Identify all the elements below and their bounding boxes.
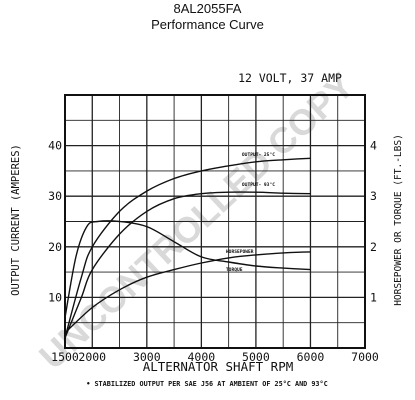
y-right-tick-label: 1: [370, 290, 377, 304]
series-label-qualifier: 93°C: [264, 182, 275, 188]
y-left-axis-label: OUTPUT CURRENT (AMPERES): [10, 144, 22, 296]
watermark-group: UNCONTROLLED COPY: [31, 65, 362, 377]
x-tick-label: 2000: [78, 350, 106, 364]
x-axis-label: ALTERNATOR SHAFT RPM: [143, 359, 294, 374]
series-label: OUTPUT-: [242, 152, 262, 158]
y-right-axis-label: HORSEPOWER OR TORQUE (FT.-LBS): [393, 134, 404, 306]
x-tick-label: 6000: [297, 350, 325, 364]
rating-label: 12 VOLT, 37 AMP: [238, 71, 342, 85]
footnote: • STABILIZED OUTPUT PER SAE J56 AT AMBIE…: [86, 380, 327, 388]
y-right-tick-labels: 1 2 3 4: [370, 139, 377, 305]
series-label: OUTPUT-: [242, 182, 262, 188]
y-left-tick-labels: 10 20 30 40: [48, 139, 62, 305]
series-label-qualifier: 25°C: [264, 152, 275, 158]
x-tick-label: 7000: [351, 350, 379, 364]
y-left-tick-label: 40: [48, 139, 62, 153]
watermark-text: UNCONTROLLED COPY: [31, 65, 362, 377]
y-left-tick-label: 20: [48, 240, 62, 254]
y-right-tick-label: 2: [370, 240, 377, 254]
y-left-tick-label: 30: [48, 189, 62, 203]
x-tick-label: 1500: [51, 350, 79, 364]
y-left-tick-label: 10: [48, 290, 62, 304]
y-right-tick-label: 4: [370, 139, 377, 153]
series-label: TORQUE: [226, 267, 243, 273]
series-label: HORSEPOWER: [226, 249, 254, 255]
y-right-tick-label: 3: [370, 189, 377, 203]
